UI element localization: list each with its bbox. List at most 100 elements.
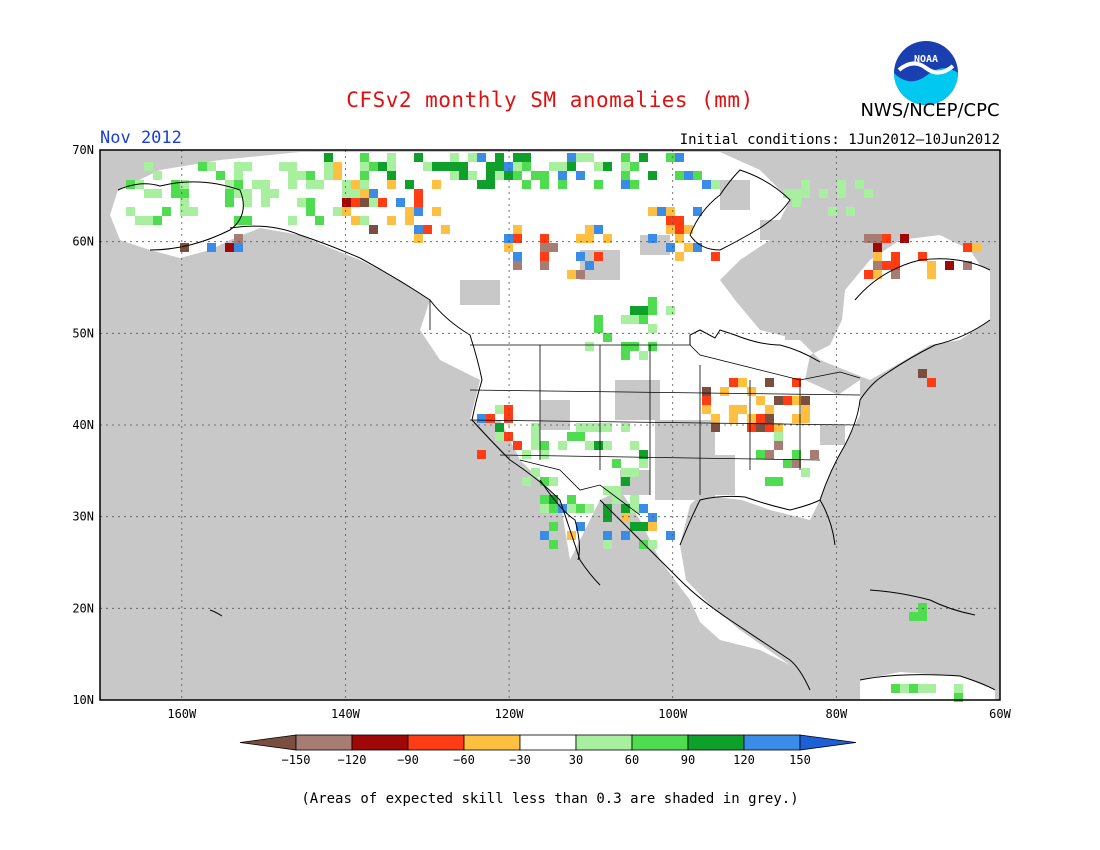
anomaly-cell [549, 522, 558, 531]
anomaly-cell [297, 198, 306, 207]
anomaly-cell [630, 441, 639, 450]
anomaly-cell [549, 477, 558, 486]
anomaly-cell [324, 171, 333, 180]
anomaly-cell [801, 396, 810, 405]
anomaly-cell [738, 405, 747, 414]
anomaly-cell [630, 180, 639, 189]
anomaly-cell [792, 378, 801, 387]
anomaly-cell [486, 414, 495, 423]
anomaly-cell [702, 396, 711, 405]
anomaly-cell [522, 477, 531, 486]
anomaly-cell [324, 162, 333, 171]
anomaly-cell [594, 324, 603, 333]
anomaly-cell [864, 234, 873, 243]
anomaly-cell [432, 180, 441, 189]
anomaly-cell [522, 162, 531, 171]
anomaly-cell [477, 450, 486, 459]
logo-text: NOAA [914, 54, 938, 65]
anomaly-cell [630, 162, 639, 171]
anomaly-cell [351, 180, 360, 189]
anomaly-cell [603, 234, 612, 243]
anomaly-cell [540, 450, 549, 459]
anomaly-cell [477, 180, 486, 189]
anomaly-cell [765, 405, 774, 414]
anomaly-cell [414, 225, 423, 234]
anomaly-cell [639, 450, 648, 459]
anomaly-cell [783, 459, 792, 468]
anomaly-cell [387, 153, 396, 162]
anomaly-cell [486, 171, 495, 180]
legend-label: −150 [282, 753, 311, 767]
anomaly-cell [648, 234, 657, 243]
legend-label: −30 [509, 753, 531, 767]
anomaly-cell [504, 234, 513, 243]
anomaly-cell [414, 234, 423, 243]
anomaly-cell [945, 261, 954, 270]
anomaly-cell [693, 171, 702, 180]
anomaly-cell [180, 180, 189, 189]
anomaly-cell [522, 153, 531, 162]
anomaly-cell [126, 180, 135, 189]
anomaly-cell [648, 207, 657, 216]
anomaly-cell [639, 504, 648, 513]
initial-conditions: Initial conditions: 1Jun2012–10Jun2012 [679, 132, 1000, 148]
anomaly-cell [387, 162, 396, 171]
anomaly-cell [675, 252, 684, 261]
anomaly-cell [306, 171, 315, 180]
anomaly-cell [387, 216, 396, 225]
anomaly-cell [702, 405, 711, 414]
legend-swatch [407, 734, 465, 751]
anomaly-cell [585, 234, 594, 243]
anomaly-cell [594, 180, 603, 189]
anomaly-cell [306, 180, 315, 189]
anomaly-cell [612, 459, 621, 468]
lon-label: 100W [658, 707, 688, 721]
anomaly-cell [288, 216, 297, 225]
anomaly-cell [630, 504, 639, 513]
anomaly-cell [585, 504, 594, 513]
anomaly-cell [261, 189, 270, 198]
anomaly-cell [603, 423, 612, 432]
anomaly-cell [342, 207, 351, 216]
anomaly-cell [513, 252, 522, 261]
anomaly-cell [711, 414, 720, 423]
anomaly-cell [513, 153, 522, 162]
anomaly-cell [333, 207, 342, 216]
anomaly-cell [540, 234, 549, 243]
anomaly-cell [873, 252, 882, 261]
graticule [100, 150, 1000, 700]
anomaly-cell [153, 171, 162, 180]
anomaly-cell [594, 315, 603, 324]
anomaly-cell [486, 180, 495, 189]
anomaly-cell [369, 189, 378, 198]
anomaly-cell [540, 441, 549, 450]
anomaly-cell [918, 369, 927, 378]
anomaly-cell [576, 270, 585, 279]
anomaly-cell [846, 207, 855, 216]
anomaly-cell [729, 378, 738, 387]
anomaly-cell [873, 234, 882, 243]
anomaly-cell [648, 297, 657, 306]
anomaly-cell [360, 171, 369, 180]
anomaly-cell [540, 477, 549, 486]
legend-swatch [239, 734, 297, 751]
anomaly-cell [621, 513, 630, 522]
lon-label: 140W [331, 707, 361, 721]
anomaly-cell [774, 432, 783, 441]
anomaly-cell [324, 153, 333, 162]
anomaly-cell [513, 441, 522, 450]
anomaly-cell [603, 513, 612, 522]
lon-label: 80W [826, 707, 848, 721]
anomaly-cell [657, 207, 666, 216]
anomaly-cell [261, 180, 270, 189]
anomaly-cell [450, 171, 459, 180]
anomaly-cell [972, 243, 981, 252]
anomaly-cell [675, 153, 684, 162]
anomaly-cell [612, 495, 621, 504]
anomaly-cell [747, 423, 756, 432]
anomaly-cell [621, 468, 630, 477]
anomaly-cell [873, 261, 882, 270]
anomaly-cell [963, 261, 972, 270]
anomaly-cell [567, 153, 576, 162]
anomaly-cell [783, 189, 792, 198]
